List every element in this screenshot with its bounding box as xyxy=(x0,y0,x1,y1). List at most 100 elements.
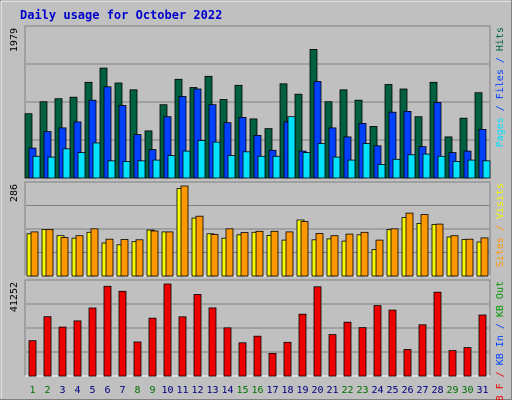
day-label: 16 xyxy=(251,385,263,396)
bar-sites-day-22 xyxy=(345,233,354,277)
bar-files-day-20 xyxy=(313,81,322,179)
bar-kb-f-day-17 xyxy=(268,352,277,377)
panel-sites-visits: 286 Sites / Visits xyxy=(9,181,506,277)
day-label: 18 xyxy=(281,385,293,396)
bar-kb-f-day-14 xyxy=(223,327,232,377)
legend-part: KB F xyxy=(495,383,506,400)
day-label: 6 xyxy=(104,385,110,396)
chart-title: Daily usage for October 2022 xyxy=(20,8,222,22)
series-files xyxy=(28,81,487,179)
bar-kb-f-day-4 xyxy=(73,320,82,377)
bar-kb-f-day-28 xyxy=(433,291,442,377)
bar-files-day-2 xyxy=(43,131,52,179)
bar-files-day-13 xyxy=(208,104,217,179)
bar-files-day-25 xyxy=(388,111,397,179)
day-label: 26 xyxy=(401,385,413,396)
bar-files-day-8 xyxy=(133,134,142,179)
panel-max-label: 286 xyxy=(9,184,20,202)
legend-part: Visits xyxy=(495,183,506,219)
bar-kb-f-day-9 xyxy=(148,317,157,377)
bar-files-day-7 xyxy=(118,105,127,179)
bar-pages-day-14 xyxy=(227,155,236,179)
bar-pages-day-20 xyxy=(317,143,326,179)
bar-sites-day-12 xyxy=(195,215,204,277)
panel-side-legend: KB F / KB In / KB Out xyxy=(495,281,506,400)
day-label: 23 xyxy=(356,385,368,396)
bar-pages-day-11 xyxy=(182,150,191,179)
bar-sites-day-15 xyxy=(240,232,249,277)
bar-pages-day-10 xyxy=(167,155,176,179)
bar-kb-f-day-29 xyxy=(448,350,457,377)
bar-pages-day-17 xyxy=(272,155,281,179)
bar-kb-f-day-20 xyxy=(313,286,322,377)
legend-part: KB In xyxy=(495,335,506,365)
panel-hits-files-pages: 1979 Pages / Files / Hits xyxy=(9,25,506,179)
bar-kb-f-day-31 xyxy=(478,314,487,377)
series-kb-f xyxy=(28,283,487,377)
bar-files-day-31 xyxy=(478,128,487,179)
panel-max-label: 1979 xyxy=(9,28,20,52)
bar-pages-day-27 xyxy=(422,153,431,179)
series-pages xyxy=(32,116,491,179)
day-label: 24 xyxy=(371,385,383,396)
bar-kb-f-day-6 xyxy=(103,285,112,377)
day-label: 19 xyxy=(296,385,308,396)
bar-files-day-26 xyxy=(403,111,412,179)
bar-pages-day-7 xyxy=(122,161,131,179)
day-label: 1 xyxy=(29,385,35,396)
day-label: 21 xyxy=(326,385,338,396)
legend-part: Hits xyxy=(495,27,506,51)
day-label: 22 xyxy=(341,385,353,396)
bar-kb-f-day-19 xyxy=(298,313,307,377)
bar-kb-f-day-25 xyxy=(388,309,397,377)
day-label: 31 xyxy=(476,385,488,396)
bar-kb-f-day-22 xyxy=(343,321,352,377)
bar-pages-day-28 xyxy=(437,155,446,179)
bar-files-day-4 xyxy=(73,121,82,179)
bar-pages-day-22 xyxy=(347,159,356,179)
bar-kb-f-day-8 xyxy=(133,341,142,377)
legend-part: / xyxy=(495,219,506,237)
bar-pages-day-13 xyxy=(212,141,221,179)
bar-sites-day-13 xyxy=(210,234,219,277)
bar-sites-day-31 xyxy=(480,237,489,277)
bar-sites-day-1 xyxy=(30,231,39,277)
bar-sites-day-21 xyxy=(330,235,339,277)
bar-files-day-24 xyxy=(373,145,382,179)
bar-pages-day-18 xyxy=(287,116,296,179)
bar-kb-f-day-3 xyxy=(58,326,67,377)
bar-kb-f-day-13 xyxy=(208,307,217,377)
bar-kb-f-day-16 xyxy=(253,335,262,377)
bar-pages-day-12 xyxy=(197,140,206,179)
legend-part: / xyxy=(495,365,506,383)
bar-sites-day-19 xyxy=(300,221,309,277)
bar-pages-day-6 xyxy=(107,160,116,179)
bar-sites-day-6 xyxy=(105,238,114,277)
series-sites xyxy=(30,185,489,277)
bar-kb-f-day-11 xyxy=(178,316,187,377)
bar-pages-day-29 xyxy=(452,161,461,179)
bar-kb-f-day-27 xyxy=(418,324,427,377)
day-label: 17 xyxy=(266,385,278,396)
bar-files-day-22 xyxy=(343,136,352,179)
bar-sites-day-7 xyxy=(120,239,129,277)
bar-sites-day-4 xyxy=(75,235,84,277)
bar-sites-day-16 xyxy=(255,230,264,277)
day-label: 13 xyxy=(206,385,218,396)
bar-pages-day-25 xyxy=(392,158,401,179)
bar-kb-f-day-24 xyxy=(373,305,382,377)
day-label: 20 xyxy=(311,385,323,396)
bar-sites-day-18 xyxy=(285,231,294,277)
day-label: 5 xyxy=(89,385,95,396)
bar-sites-day-23 xyxy=(360,231,369,277)
bar-files-day-28 xyxy=(433,102,442,179)
bar-kb-f-day-5 xyxy=(88,307,97,377)
bar-pages-day-8 xyxy=(137,160,146,179)
bar-files-day-12 xyxy=(193,88,202,179)
bar-pages-day-5 xyxy=(92,142,101,179)
bar-sites-day-2 xyxy=(45,228,54,277)
bar-sites-day-8 xyxy=(135,239,144,277)
day-label: 9 xyxy=(149,385,155,396)
